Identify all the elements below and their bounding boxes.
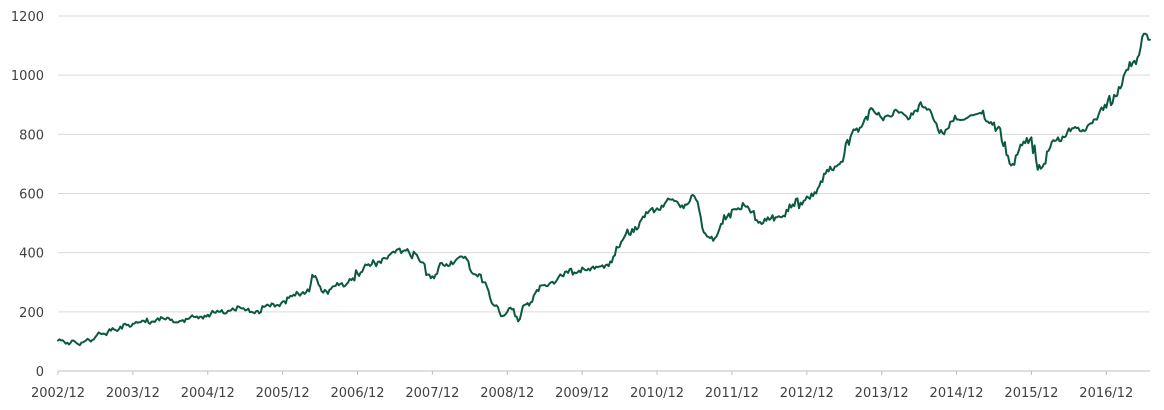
y-tick-label: 400	[19, 247, 44, 262]
x-tick-label: 2009/12	[555, 386, 609, 401]
gridlines	[58, 15, 1150, 313]
x-tick-label: 2008/12	[480, 386, 534, 401]
y-tick-label: 0	[36, 365, 44, 380]
x-tick-label: 2013/12	[855, 386, 909, 401]
y-tick-label: 600	[19, 188, 44, 203]
x-tick-label: 2015/12	[1004, 386, 1058, 401]
x-axis-tick-labels: 2002/12 2003/12 2004/12 2005/12 2006/12 2007/…	[31, 371, 1133, 401]
x-tick-label: 2007/12	[405, 386, 459, 401]
y-tick-label: 800	[19, 128, 44, 143]
series-line	[57, 32, 1151, 347]
y-tick-label: 1200	[11, 10, 44, 25]
y-tick-label: 200	[19, 306, 44, 321]
x-tick-label: 2016/12	[1079, 386, 1133, 401]
x-tick-label: 2004/12	[181, 386, 235, 401]
x-tick-label: 2005/12	[256, 386, 310, 401]
x-tick-label: 2002/12	[31, 386, 85, 401]
x-tick-label: 2006/12	[331, 386, 385, 401]
series-group	[57, 32, 1151, 347]
x-tick-label: 2011/12	[705, 386, 759, 401]
x-tick-label: 2014/12	[930, 386, 984, 401]
y-tick-label: 1000	[11, 69, 44, 84]
x-tick-label: 2010/12	[630, 386, 684, 401]
x-tick-label: 2003/12	[106, 386, 160, 401]
x-tick-label: 2012/12	[780, 386, 834, 401]
y-axis-tick-labels: 0 200 400 600 800 1000 1200	[11, 10, 44, 380]
